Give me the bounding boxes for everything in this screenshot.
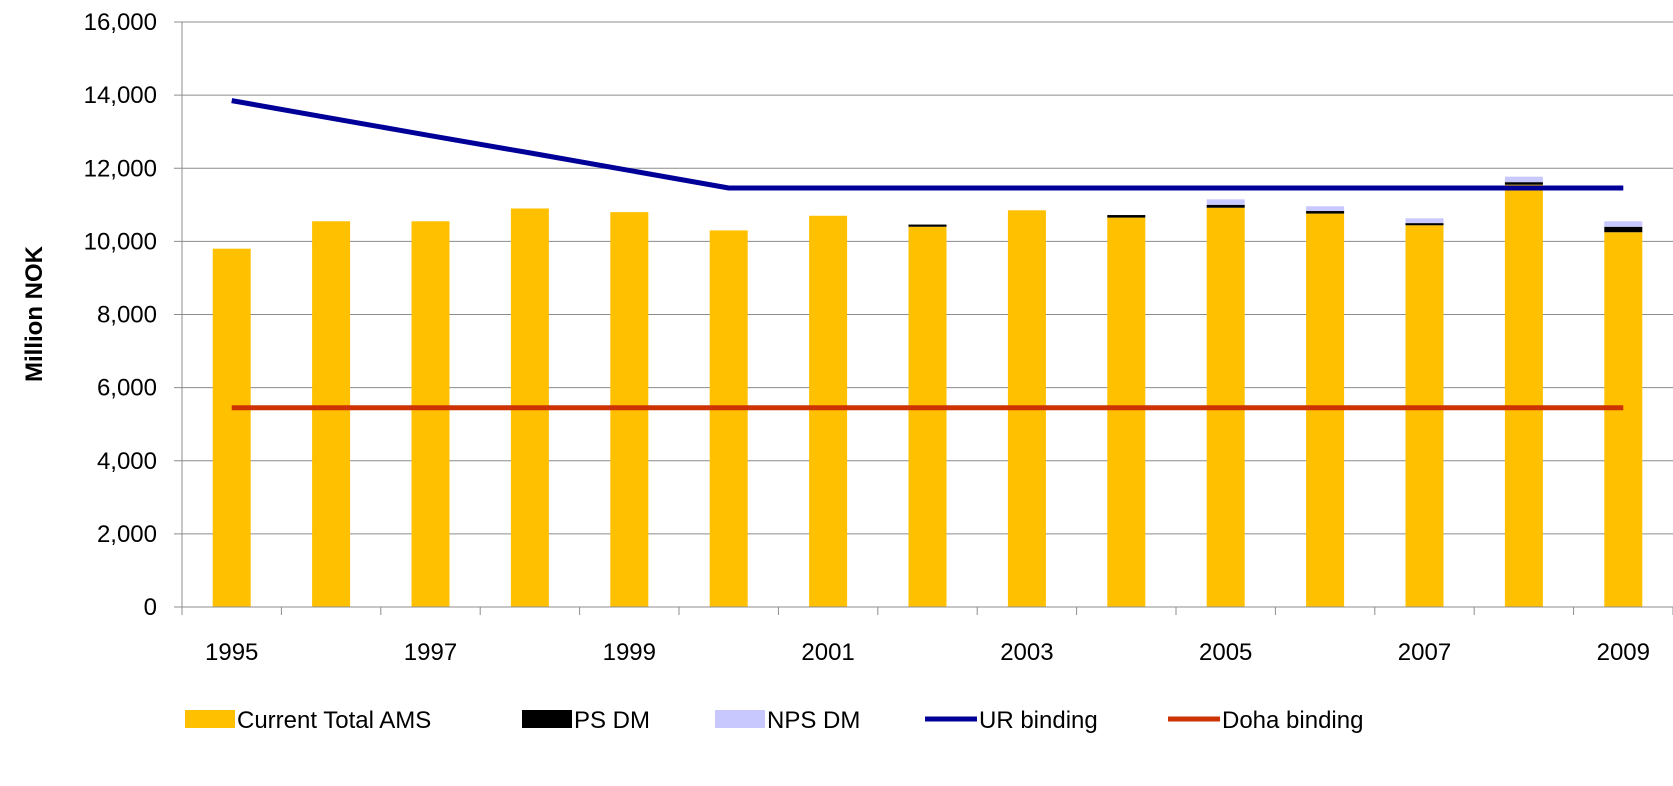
bar-ps-dm <box>1107 215 1146 218</box>
y-tick-label: 2,000 <box>97 521 157 548</box>
bar-ps-dm <box>1504 182 1543 185</box>
bar-current-total-ams <box>1107 217 1146 607</box>
bar-current-total-ams <box>809 215 848 607</box>
legend: Current Total AMS PS DM NPS DM UR binding Do… <box>185 707 1363 734</box>
x-tick-labels: 1995 1997 1999 2001 2003 2005 2007 2009 <box>205 639 1650 666</box>
x-tick-label: 1995 <box>205 639 258 666</box>
y-tick-label: 8,000 <box>97 302 157 329</box>
bar-current-total-ams <box>709 230 748 607</box>
bars <box>212 176 1643 608</box>
legend-label: NPS DM <box>767 707 860 734</box>
y-tick-label: 16,000 <box>84 9 157 36</box>
y-tick-label: 10,000 <box>84 228 157 255</box>
legend-item: Doha binding <box>1168 707 1363 734</box>
bar-nps-dm <box>1306 206 1345 212</box>
bar-current-total-ams <box>212 248 251 607</box>
legend-label: Current Total AMS <box>237 707 431 734</box>
bar-current-total-ams <box>908 226 947 607</box>
bar-current-total-ams <box>1604 232 1643 607</box>
x-tick-label: 1997 <box>404 639 457 666</box>
x-tick-label: 2009 <box>1597 639 1650 666</box>
y-tick-label: 4,000 <box>97 448 157 475</box>
legend-label: Doha binding <box>1222 707 1363 734</box>
y-tick-labels: 0 2,000 4,000 6,000 8,000 10,000 12,000 14,000 1… <box>84 9 157 621</box>
bar-ps-dm <box>1405 223 1444 226</box>
legend-item: PS DM <box>522 707 650 734</box>
line-ur-binding <box>231 98 1624 191</box>
axes <box>174 21 1673 615</box>
bar-nps-dm <box>1604 221 1643 227</box>
bar-current-total-ams <box>1504 184 1543 607</box>
y-axis-title: Million NOK <box>21 245 48 382</box>
legend-item: UR binding <box>925 707 1098 734</box>
legend-swatch-ps-dm <box>522 710 572 728</box>
bar-ps-dm <box>1206 204 1245 208</box>
bar-ps-dm <box>1604 226 1643 233</box>
legend-swatch-current-total-ams <box>185 710 235 728</box>
y-tick-label: 12,000 <box>84 155 157 182</box>
bar-nps-dm <box>1504 176 1543 183</box>
series-lines <box>231 98 1624 411</box>
bar-current-total-ams <box>312 221 351 607</box>
bar-current-total-ams <box>1306 213 1345 607</box>
x-tick-label: 2001 <box>801 639 854 666</box>
x-tick-label: 2005 <box>1199 639 1252 666</box>
x-tick-label: 1999 <box>603 639 656 666</box>
x-tick-label: 2003 <box>1000 639 1053 666</box>
bar-nps-dm <box>1206 199 1245 205</box>
legend-swatch-nps-dm <box>715 710 765 728</box>
legend-item: NPS DM <box>715 707 860 734</box>
x-tick-label: 2007 <box>1398 639 1451 666</box>
legend-item: Current Total AMS <box>185 707 431 734</box>
bar-current-total-ams <box>1405 225 1444 607</box>
y-tick-label: 6,000 <box>97 375 157 402</box>
bar-ps-dm <box>908 224 947 227</box>
y-tick-label: 0 <box>144 594 157 621</box>
legend-label: UR binding <box>979 707 1098 734</box>
bar-ps-dm <box>1306 211 1345 214</box>
bar-nps-dm <box>1405 218 1444 224</box>
legend-label: PS DM <box>574 707 650 734</box>
y-tick-label: 14,000 <box>84 82 157 109</box>
bar-current-total-ams <box>411 221 450 607</box>
